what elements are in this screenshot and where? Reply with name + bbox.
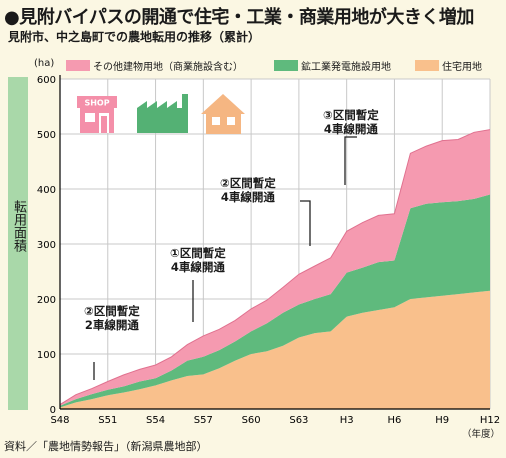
- annotation-line2: 4車線開通: [323, 122, 378, 136]
- areas: [59, 129, 491, 409]
- axes: [59, 75, 490, 410]
- x-tick-label: S60: [242, 415, 261, 426]
- annotation-line2: 4車線開通: [170, 260, 225, 274]
- annotation-2: ①区間暫定 4車線開通: [170, 246, 226, 274]
- y-tick-label: 200: [37, 295, 56, 306]
- legend-swatch-residential: [415, 60, 439, 71]
- annotation-line2: 2車線開通: [84, 318, 139, 332]
- annotation-lines: [93, 136, 357, 380]
- legend-label-residential: 住宅用地: [442, 62, 482, 73]
- y-tick-label: 400: [37, 185, 56, 196]
- shop-icon: SHOP: [77, 96, 117, 133]
- area-series-industrial: [60, 194, 490, 408]
- annotation-3: ②区間暫定 4車線開通: [220, 176, 276, 204]
- y-tick-label: 300: [37, 240, 56, 251]
- x-tick-label: S51: [98, 415, 117, 426]
- y-axis-label: 転用面積: [11, 200, 26, 252]
- area-series-residential: [60, 290, 490, 409]
- annotation-line1: ②区間暫定: [84, 304, 140, 318]
- source-note: 資料／「農地情勢報告」（新潟県農地部）: [4, 440, 208, 453]
- house-icon: [201, 94, 245, 134]
- y-axis-unit: (ha): [34, 58, 55, 69]
- annotation-line1: ①区間暫定: [170, 246, 226, 260]
- x-axis-label: （年度）: [462, 429, 501, 440]
- legend-label-other: その他建物用地（商業施設含む）: [93, 62, 243, 73]
- x-tick-label: S63: [289, 415, 308, 426]
- x-tick-label: H9: [435, 415, 449, 426]
- x-tick-label: S57: [194, 415, 213, 426]
- x-tick-label: H3: [340, 415, 354, 426]
- x-tick-label: H6: [387, 415, 401, 426]
- legend-item-industrial: 鉱工業発電施設用地: [274, 58, 391, 73]
- legend-swatch-other: [66, 60, 90, 71]
- annotation-line1: ③区間暫定: [323, 108, 379, 122]
- legend-item-residential: 住宅用地: [415, 58, 482, 73]
- shop-sign: SHOP: [84, 99, 109, 108]
- annotation-1: ②区間暫定 2車線開通: [84, 304, 140, 332]
- y-tick-label: 500: [37, 130, 56, 141]
- y-tick-label: 600: [37, 75, 56, 86]
- ticks: 0 100 200 300 400 500 600 S48 S51 S54 S57 S60 S63 H3 H…: [37, 75, 500, 426]
- legend-item-other: その他建物用地（商業施設含む）: [66, 58, 243, 73]
- annotation-line: [344, 136, 357, 185]
- annotation-line: [300, 200, 311, 246]
- area-series-other: [60, 129, 490, 406]
- x-tick-label: S48: [50, 415, 69, 426]
- x-tick-label: S54: [146, 415, 165, 426]
- y-tick-label: 100: [37, 350, 56, 361]
- legend-label-industrial: 鉱工業発電施設用地: [301, 62, 391, 73]
- annotation-line2: 4車線開通: [220, 190, 275, 204]
- legend-swatch-industrial: [274, 60, 298, 71]
- y-tick-label: 0: [50, 405, 56, 416]
- series-line-total: [59, 129, 491, 406]
- factory-icon: [137, 94, 188, 133]
- page-title: ●見附バイパスの開通で住宅・工業・商業用地が大きく増加: [4, 7, 474, 28]
- annotation-line1: ②区間暫定: [220, 176, 276, 190]
- y-axis-label-background: [8, 77, 28, 410]
- chart-title: 見附市、中之島町での農地転用の推移（累計）: [8, 30, 261, 44]
- x-tick-label: H12: [480, 415, 500, 426]
- annotation-4: ③区間暫定 4車線開通: [323, 108, 379, 136]
